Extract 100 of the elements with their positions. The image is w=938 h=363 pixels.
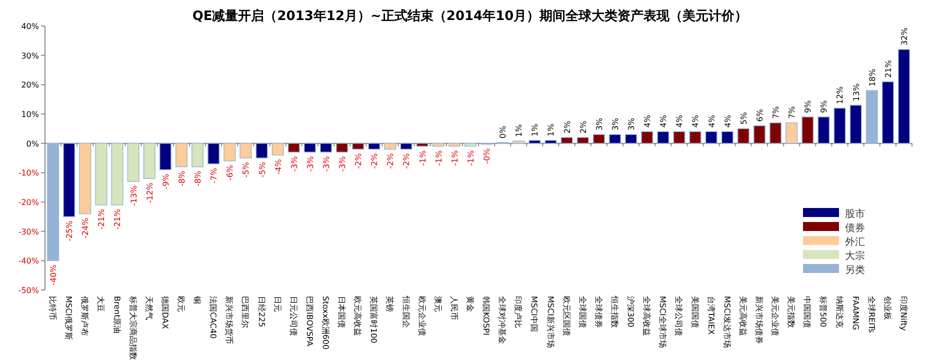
bar xyxy=(272,142,284,156)
bar xyxy=(673,131,686,144)
text: -2% xyxy=(386,153,396,169)
y-tick-label: 20% xyxy=(21,80,40,90)
x-tick-label: 法国CAC40 xyxy=(208,296,218,339)
text: 2% xyxy=(562,120,572,134)
bar xyxy=(256,142,268,158)
bar xyxy=(753,125,766,144)
chart-title: QE减量开启（2013年12月）~正式结束（2014年10月）期间全球大类资产表现（美元计价） xyxy=(192,8,748,24)
x-tick-label: 全球高收益 xyxy=(642,296,652,336)
text: 3% xyxy=(610,118,620,131)
x-tick-label: 全球债券 xyxy=(594,296,603,328)
text: -0% xyxy=(482,148,492,164)
text: -40% xyxy=(49,264,58,286)
text: 1% xyxy=(546,124,556,136)
x-tick-label: 纳斯达克 xyxy=(834,296,844,328)
bar xyxy=(592,134,605,144)
text: 3% xyxy=(627,118,636,131)
y-tick-label: 10% xyxy=(21,110,40,119)
x-tick-label: FAAMNG xyxy=(850,296,860,330)
text: 7% xyxy=(788,106,797,119)
x-tick-label: 大豆 xyxy=(96,296,106,312)
bar xyxy=(95,142,108,206)
bar xyxy=(608,134,621,144)
text: -6% xyxy=(226,164,235,181)
bar xyxy=(159,142,172,170)
x-tick-label: 新兴市场货币 xyxy=(224,296,234,344)
x-tick-label: 台湾TAIEX xyxy=(706,296,716,336)
x-tick-label: 全球REITs xyxy=(866,296,876,333)
text: 4% xyxy=(643,114,652,128)
x-tick-label: 欧元企业债 xyxy=(417,296,426,336)
bar xyxy=(882,81,894,144)
x-tick-label: MSCI发达市场 xyxy=(722,296,732,348)
text: -24% xyxy=(81,218,90,238)
x-tick-label: 中国国债 xyxy=(802,296,812,328)
text: -5% xyxy=(258,162,267,178)
bar xyxy=(898,49,910,144)
x-tick-label: MSCI俄罗斯 xyxy=(64,296,74,340)
bar xyxy=(224,142,236,162)
bar xyxy=(63,142,76,218)
bar xyxy=(320,142,332,153)
bar xyxy=(352,142,364,150)
bar xyxy=(208,142,220,164)
x-tick-label: 欧元 xyxy=(176,296,186,312)
x-tick-label: 人民币 xyxy=(449,296,458,320)
text: -9% xyxy=(161,174,170,190)
bar xyxy=(432,142,444,147)
y-tick-label: 40% xyxy=(21,22,40,31)
x-tick-label: 恒生指数 xyxy=(610,295,619,328)
x-tick-label: 美元高收益 xyxy=(738,296,748,336)
legend-label: 股市 xyxy=(845,208,865,220)
text: 2% xyxy=(578,120,588,134)
y-tick-label: -50% xyxy=(18,286,40,295)
bar xyxy=(818,116,830,144)
x-tick-label: 美国国债 xyxy=(690,296,700,328)
x-tick-label: MSCI中国 xyxy=(530,296,539,332)
x-tick-label: 韩国KOSPI xyxy=(482,296,491,336)
bar xyxy=(528,140,541,144)
text: 18% xyxy=(868,68,877,87)
bar xyxy=(866,90,878,144)
x-tick-label: 日本国债 xyxy=(337,296,346,328)
bar xyxy=(240,142,252,158)
text: 4% xyxy=(659,114,668,128)
text: 32% xyxy=(900,28,909,46)
x-tick-label: 美元企业债 xyxy=(770,296,780,336)
text: -5% xyxy=(242,162,251,178)
x-tick-label: 澳元 xyxy=(433,296,442,312)
x-tick-label: 印度卢比 xyxy=(514,296,523,328)
text: -8% xyxy=(177,170,186,186)
text: 4% xyxy=(675,114,684,128)
text: 13% xyxy=(852,83,861,102)
text: 7% xyxy=(772,106,781,119)
bar xyxy=(304,142,316,153)
bar xyxy=(625,134,638,144)
x-tick-label: 德国DAX xyxy=(160,296,170,330)
x-tick-label: 新兴市场债券 xyxy=(754,296,764,344)
bar xyxy=(560,137,573,144)
bar xyxy=(850,104,862,144)
text: -3% xyxy=(322,156,331,172)
legend-label: 大宗 xyxy=(845,250,865,262)
bar xyxy=(143,142,156,179)
bar xyxy=(192,142,204,168)
x-tick-label: 印度Nifty xyxy=(898,296,908,332)
y-tick-label: -10% xyxy=(18,168,40,178)
bar xyxy=(368,142,380,150)
x-tick-label: 欧元区国债 xyxy=(562,296,571,336)
text: 21% xyxy=(884,60,893,78)
x-tick-label: MSCI全球市场 xyxy=(658,296,668,348)
bar xyxy=(737,128,750,144)
text: 9% xyxy=(804,100,813,113)
bar xyxy=(336,142,348,153)
text: -7% xyxy=(210,168,219,184)
x-tick-label: 日元 xyxy=(272,296,282,312)
x-tick-label: 欧元高收益 xyxy=(353,296,362,336)
x-tick-label: 铜 xyxy=(192,295,202,304)
text: -2% xyxy=(354,153,364,169)
text: -1% xyxy=(450,150,460,166)
text: 12% xyxy=(836,86,845,104)
x-tick-label: 巴西里尔 xyxy=(240,296,250,328)
x-tick-label: 日经225 xyxy=(256,296,266,328)
